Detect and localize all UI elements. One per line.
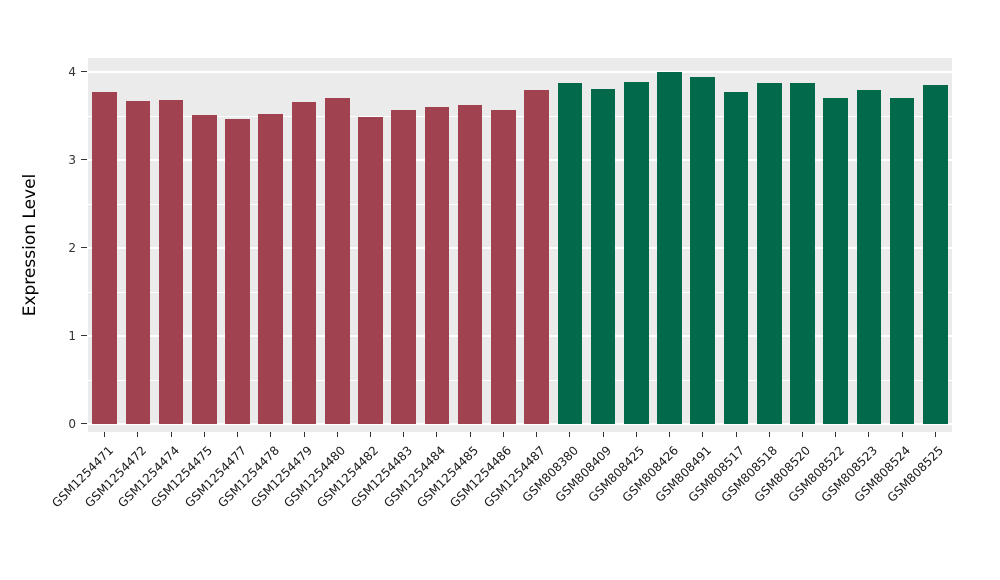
bar-GSM808525 [923, 85, 948, 424]
x-tick-mark [502, 432, 504, 437]
x-tick-mark [768, 432, 770, 437]
major-gridline [88, 159, 952, 161]
y-axis-tick-marks [81, 58, 87, 432]
x-tick-mark [835, 432, 837, 437]
bar-GSM808524 [889, 98, 915, 424]
major-gridline [88, 71, 952, 73]
bar-GSM1254474 [158, 100, 184, 424]
y-tick-mark [81, 71, 87, 72]
plot-panel [88, 58, 952, 432]
y-tick-label-1: 1 [68, 329, 76, 343]
minor-gridline [88, 115, 952, 117]
bar-GSM1254483 [391, 109, 416, 424]
bar-GSM1254485 [457, 105, 483, 424]
major-gridline [88, 423, 952, 425]
bar-GSM808380 [557, 83, 583, 424]
minor-gridline [88, 291, 952, 293]
bar-GSM808425 [624, 81, 649, 424]
x-tick-mark [237, 432, 239, 437]
y-tick-mark [81, 159, 87, 160]
y-tick-mark [81, 335, 87, 336]
x-tick-mark [934, 432, 936, 437]
bar-GSM1254484 [424, 107, 450, 424]
x-axis-tick-marks [88, 432, 952, 438]
bar-GSM808520 [790, 82, 815, 424]
bar-GSM1254477 [225, 118, 250, 424]
bar-GSM1254471 [92, 92, 117, 424]
bar-GSM1254478 [258, 114, 284, 424]
x-tick-mark [303, 432, 305, 437]
x-tick-mark [436, 432, 438, 437]
x-tick-mark [669, 432, 671, 437]
x-tick-mark [602, 432, 604, 437]
x-tick-mark [403, 432, 405, 437]
x-tick-mark [868, 432, 870, 437]
x-tick-mark [635, 432, 637, 437]
y-tick-label-2: 2 [68, 241, 76, 255]
x-tick-mark [901, 432, 903, 437]
major-gridline [88, 335, 952, 337]
bar-GSM808426 [657, 72, 682, 424]
bar-GSM808523 [856, 89, 882, 424]
x-tick-mark [735, 432, 737, 437]
x-tick-mark [336, 432, 338, 437]
y-tick-label-0: 0 [68, 417, 76, 431]
bar-GSM1254480 [324, 97, 350, 424]
bar-GSM808491 [690, 77, 716, 424]
x-tick-mark [137, 432, 139, 437]
x-axis-tick-labels: GSM1254471 GSM1254472 GSM1254474 GSM1254475… [49, 440, 952, 570]
x-tick-label-GSM1254471: GSM1254471 [48, 443, 116, 511]
bar-GSM808522 [823, 98, 848, 424]
bar-GSM808518 [756, 83, 782, 424]
minor-gridline [88, 379, 952, 381]
y-axis-tick-labels: 0 1 2 3 4 [0, 58, 76, 432]
x-tick-mark [104, 432, 106, 437]
bar-GSM808409 [590, 88, 616, 424]
y-tick-label-4: 4 [68, 65, 76, 79]
x-tick-mark [569, 432, 571, 437]
x-tick-mark [203, 432, 205, 437]
x-tick-mark [536, 432, 538, 437]
y-tick-mark [81, 247, 87, 248]
bar-GSM1254475 [192, 115, 217, 424]
x-tick-mark [270, 432, 272, 437]
x-tick-mark [369, 432, 371, 437]
bar-GSM1254472 [125, 101, 151, 424]
bar-GSM1254487 [524, 89, 549, 424]
bar-GSM808517 [723, 92, 749, 424]
minor-gridline [88, 203, 952, 205]
bar-GSM1254482 [358, 116, 383, 424]
bar-GSM1254486 [491, 109, 516, 424]
bar-GSM1254479 [291, 101, 317, 424]
x-tick-mark [702, 432, 704, 437]
x-tick-mark [801, 432, 803, 437]
y-tick-label-3: 3 [68, 153, 76, 167]
major-gridline [88, 247, 952, 249]
x-tick-mark [170, 432, 172, 437]
y-tick-mark [81, 423, 87, 424]
x-tick-mark [469, 432, 471, 437]
